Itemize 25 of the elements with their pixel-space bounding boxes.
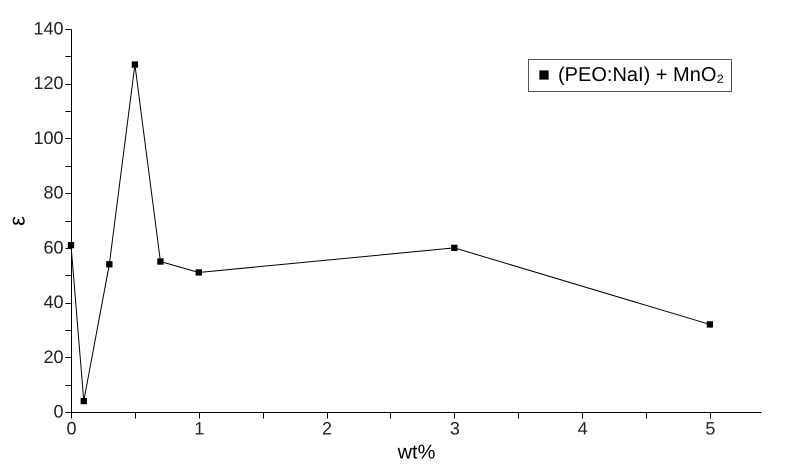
point	[106, 261, 112, 268]
x-axis-title: wt%	[396, 442, 436, 464]
point	[196, 269, 202, 276]
y-tick-label: 80	[43, 182, 64, 203]
x-tick-label: 3	[450, 418, 460, 438]
x-tick-label: 4	[578, 418, 588, 438]
y-axis-title: ε	[4, 216, 30, 226]
x-tick-label: 0	[66, 418, 77, 438]
point	[132, 61, 138, 68]
y-tick-label: 40	[43, 292, 64, 312]
point	[451, 244, 458, 252]
point	[157, 258, 164, 265]
y-tick-label: 140	[33, 18, 64, 38]
y-tick-label: 100	[33, 128, 64, 148]
y-tick-label: 20	[43, 346, 64, 367]
y-tick-label: 120	[33, 73, 64, 94]
y-tick-label: 60	[43, 237, 64, 258]
point	[68, 242, 74, 248]
point	[706, 321, 714, 328]
x-tick-label: 5	[705, 418, 716, 438]
x-tick-label: 1	[194, 418, 204, 438]
x-tick-label: 2	[322, 418, 332, 438]
point	[80, 398, 87, 404]
y-tick-label: 0	[53, 402, 64, 422]
legend-label: (PEO:NaI) + MnO₂	[558, 64, 724, 86]
